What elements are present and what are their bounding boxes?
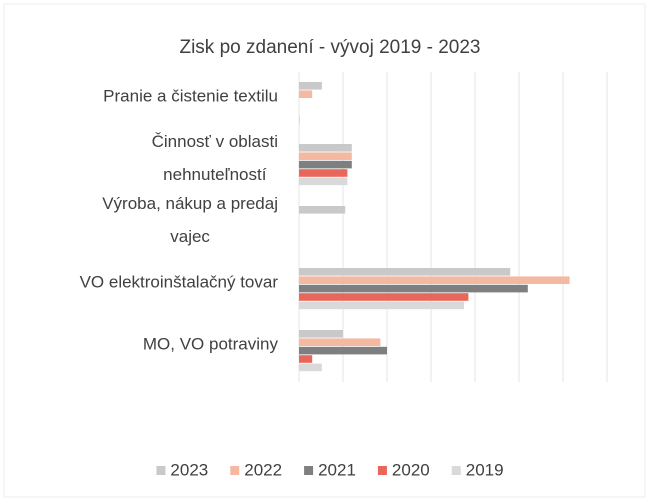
category-label: Pranie a čistenie textilu <box>103 86 278 105</box>
legend-swatch <box>230 466 240 475</box>
bar <box>299 284 528 293</box>
category-label: vajec <box>170 227 210 246</box>
chart-frame <box>3 3 646 498</box>
bar <box>299 301 464 310</box>
bar <box>299 206 346 214</box>
bar <box>299 177 348 186</box>
bar <box>299 338 381 346</box>
category-label: VO elektroinštalačný tovar <box>80 272 279 291</box>
legend-swatch <box>451 466 461 475</box>
category-label: Výroba, nákup a predaj <box>102 194 278 213</box>
bar <box>299 355 313 363</box>
bar <box>299 82 322 90</box>
legend-label: 2022 <box>244 460 282 479</box>
legend-label: 2021 <box>318 460 356 479</box>
bar <box>299 160 352 169</box>
category-label: Činnosť v oblasti <box>152 132 278 151</box>
category-label: nehnuteľností <box>163 165 267 184</box>
bar <box>299 115 300 124</box>
legend-swatch <box>156 466 166 475</box>
bar <box>299 293 469 301</box>
legend-swatch <box>377 466 387 475</box>
legend-label: 2020 <box>392 460 430 479</box>
bar <box>299 363 322 372</box>
bar <box>299 330 343 338</box>
bar <box>299 144 352 152</box>
legend-label: 2023 <box>170 460 208 479</box>
chart-title: Zisk po zdanení - vývoj 2019 - 2023 <box>179 37 480 58</box>
bar <box>299 152 352 160</box>
bar <box>299 268 511 276</box>
category-label: MO, VO potraviny <box>143 334 279 353</box>
bar <box>299 346 387 355</box>
legend-label: 2019 <box>466 460 504 479</box>
bar <box>299 276 570 284</box>
bar <box>299 90 313 98</box>
bar <box>299 169 348 177</box>
legend-swatch <box>304 466 314 475</box>
